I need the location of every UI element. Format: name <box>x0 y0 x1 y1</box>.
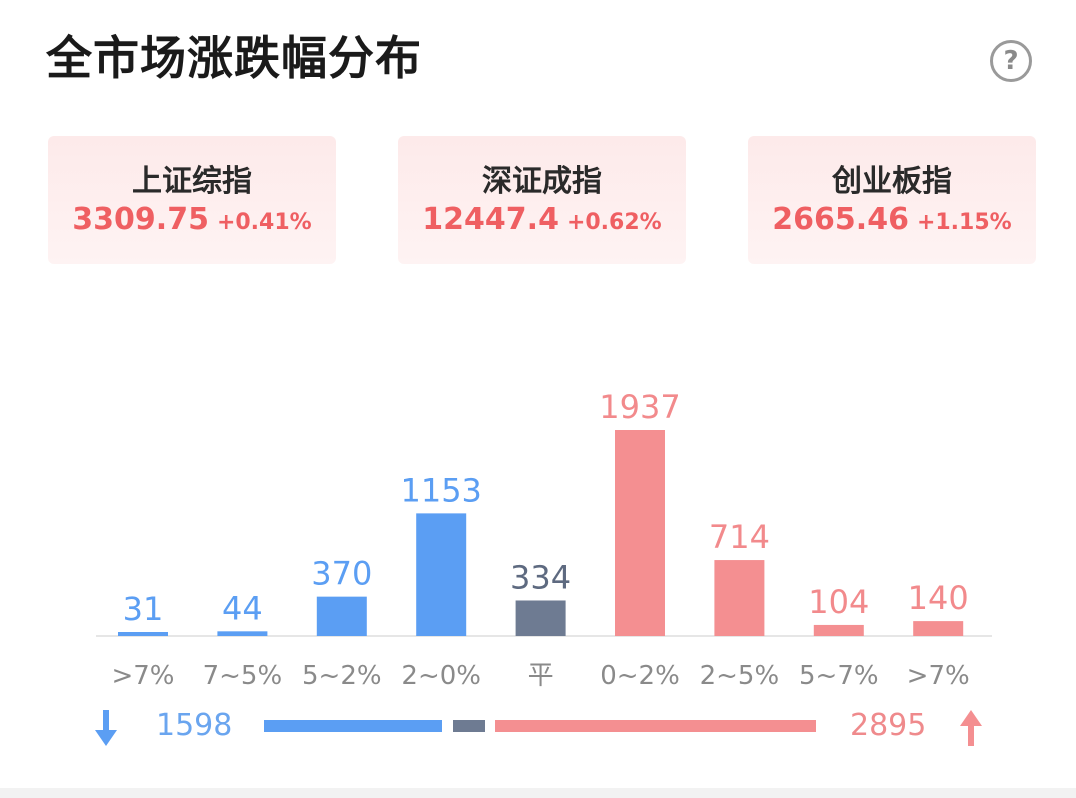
index-values: 2665.46 +1.15% <box>748 202 1036 237</box>
bar-5 <box>615 430 665 636</box>
down-ratio-bar <box>264 720 442 732</box>
bar-value-label-3: 1153 <box>400 471 481 509</box>
bar-4 <box>515 600 566 636</box>
bar-value-label-2: 370 <box>311 555 372 593</box>
arrow-up-icon <box>960 710 982 746</box>
category-label-7: 5~7% <box>799 661 879 691</box>
index-name: 上证综指 <box>132 164 252 199</box>
summary-row: 1598 2895 <box>0 700 1076 760</box>
bar-6 <box>714 560 765 636</box>
help-icon[interactable]: ? <box>990 40 1032 82</box>
category-label-8: >7% <box>907 661 970 691</box>
bar-value-label-6: 714 <box>709 518 770 556</box>
up-total: 2895 <box>850 708 927 743</box>
index-name: 创业板指 <box>832 164 952 199</box>
index-card-shenzhen[interactable]: 深证成指 12447.4 +0.62% <box>398 136 686 264</box>
up-ratio-bar <box>495 720 816 732</box>
bar-value-label-1: 44 <box>222 589 263 627</box>
index-price: 3309.75 <box>72 202 209 237</box>
index-price: 12447.4 <box>422 202 559 237</box>
bar-0 <box>118 632 168 636</box>
index-change: +0.41% <box>216 210 312 235</box>
category-label-1: 7~5% <box>203 661 283 691</box>
category-label-5: 0~2% <box>600 661 680 691</box>
bar-7 <box>813 624 864 636</box>
index-change: +1.15% <box>916 210 1012 235</box>
index-name: 深证成指 <box>482 164 602 199</box>
category-label-4: 平 <box>528 661 554 691</box>
bar-value-label-8: 140 <box>908 579 969 617</box>
down-total: 1598 <box>156 708 233 743</box>
bar-value-label-5: 1937 <box>599 388 680 426</box>
index-card-chinext[interactable]: 创业板指 2665.46 +1.15% <box>748 136 1036 264</box>
category-label-6: 2~5% <box>700 661 780 691</box>
bottom-divider <box>0 788 1076 798</box>
index-change: +0.62% <box>566 210 662 235</box>
category-label-3: 2~0% <box>401 661 481 691</box>
category-label-0: >7% <box>111 661 174 691</box>
bar-1 <box>217 631 268 636</box>
index-cards: 上证综指 3309.75 +0.41% 深证成指 12447.4 +0.62% 创业… <box>48 136 1038 264</box>
bar-value-label-7: 104 <box>808 583 869 621</box>
index-values: 3309.75 +0.41% <box>48 202 336 237</box>
arrow-down-icon <box>95 710 117 746</box>
bar-2 <box>316 596 367 636</box>
bar-value-label-0: 31 <box>123 590 164 628</box>
flat-ratio-bar <box>453 720 485 732</box>
bar-3 <box>416 513 467 636</box>
page-title: 全市场涨跌幅分布 <box>46 31 422 85</box>
bar-8 <box>913 621 964 636</box>
index-values: 12447.4 +0.62% <box>398 202 686 237</box>
category-label-2: 5~2% <box>302 661 382 691</box>
index-card-shanghai[interactable]: 上证综指 3309.75 +0.41% <box>48 136 336 264</box>
bar-value-label-4: 334 <box>510 558 571 596</box>
header: 全市场涨跌幅分布 ? <box>46 26 1046 96</box>
index-price: 2665.46 <box>772 202 909 237</box>
